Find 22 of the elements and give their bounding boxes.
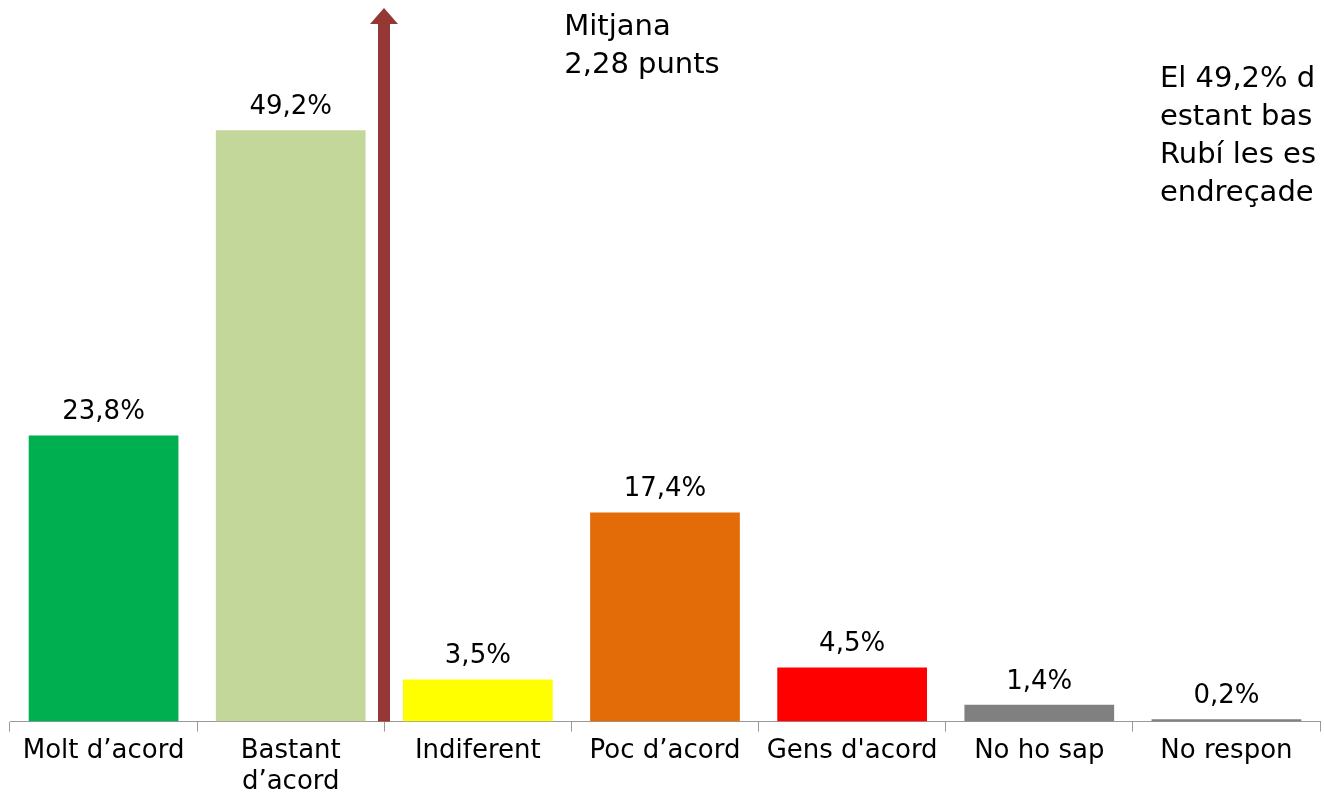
x-tick-label: No ho sap	[974, 733, 1105, 764]
data-label: 4,5%	[819, 627, 886, 658]
data-label: 17,4%	[623, 472, 707, 503]
bar	[403, 679, 553, 722]
data-label: 3,5%	[444, 639, 511, 670]
bar	[28, 435, 179, 722]
x-tick-label: No respon	[1160, 733, 1293, 764]
x-tick-label: Bastant d’acord	[240, 733, 341, 796]
data-label: 23,8%	[62, 395, 145, 426]
bar	[777, 667, 927, 722]
x-tick-label: Gens d'acord	[766, 733, 938, 764]
bar	[964, 704, 1115, 722]
text: Mitjana 2,28 punts	[564, 7, 720, 82]
x-tick-label: Poc d’acord	[589, 733, 741, 764]
data-label: 1,4%	[1006, 664, 1073, 695]
x-tick-label: Indiferent	[414, 733, 541, 764]
bar	[590, 512, 740, 722]
data-label: 49,2%	[249, 89, 333, 120]
bar	[215, 130, 366, 722]
annotation: El 49,2% d estant bas Rubí les es endreçade	[1159, 59, 1316, 210]
data-label: 0,2%	[1193, 678, 1260, 709]
x-tick-label: Molt d’acord	[22, 733, 185, 764]
